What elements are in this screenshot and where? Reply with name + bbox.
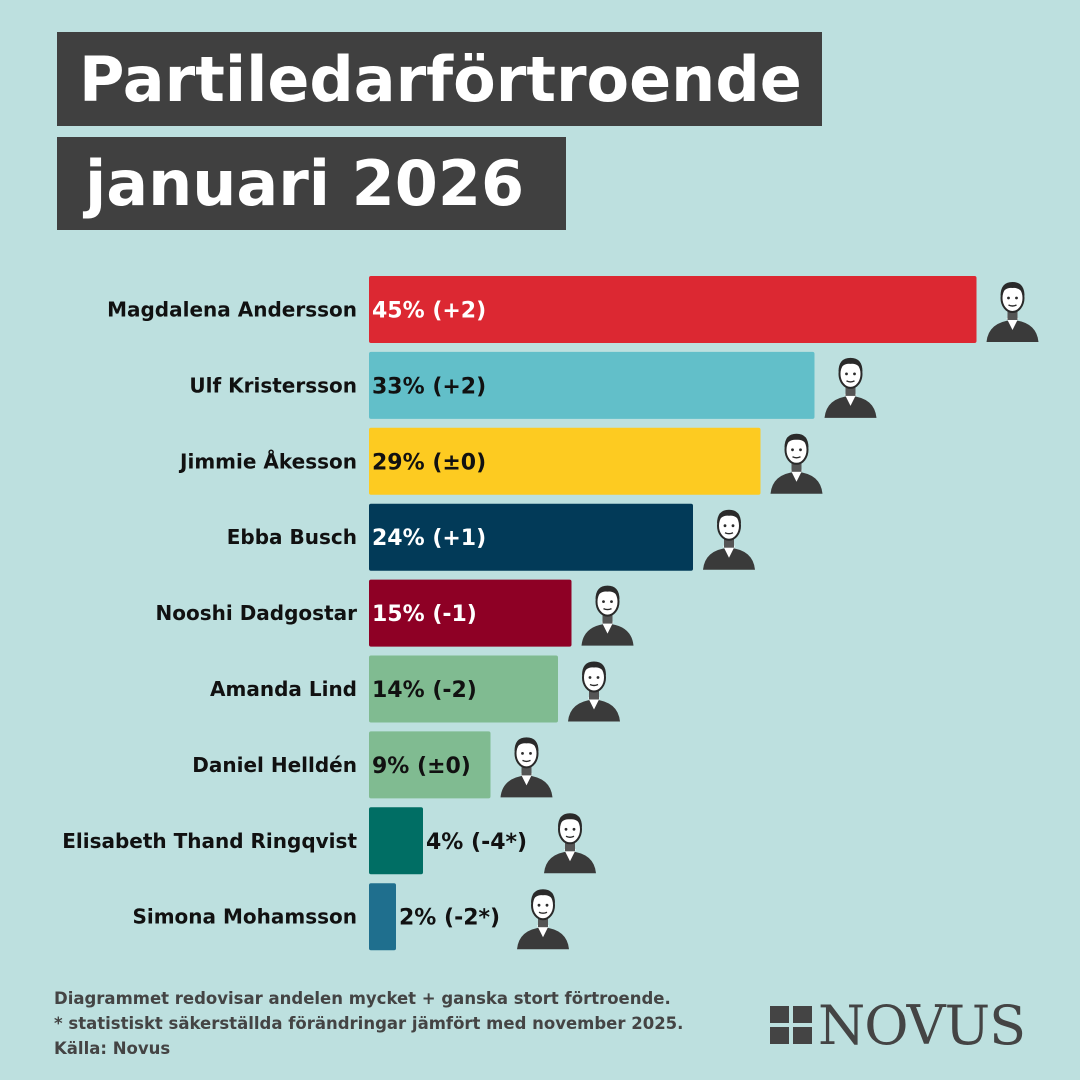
person-portrait-icon (500, 737, 553, 798)
bar (369, 427, 761, 495)
bar-chart: Magdalena Andersson 45% (+2) Ulf Kristerss… (62, 276, 1039, 951)
category-label: Jimmie Åkesson (178, 449, 357, 473)
category-label: Amanda Lind (210, 677, 357, 701)
bar (369, 579, 572, 647)
person-portrait-icon (824, 357, 877, 418)
bar (369, 503, 693, 571)
category-label: Ulf Kristersson (189, 373, 357, 397)
person-portrait-icon (986, 282, 1039, 342)
value-label: 15% (-1) (372, 602, 477, 627)
category-label: Ebba Busch (227, 525, 357, 549)
value-label: 9% (±0) (372, 754, 471, 779)
category-label: Simona Mohamsson (132, 905, 357, 929)
bar (369, 883, 396, 951)
category-label: Daniel Helldén (192, 753, 357, 777)
logo-wordmark: NOVUS (818, 1000, 1025, 1050)
person-portrait-icon (703, 509, 755, 570)
person-portrait-icon (581, 585, 634, 646)
novus-cross-logo-icon (770, 1006, 812, 1044)
footnote-block: Diagrammet redovisar andelen mycket + ga… (54, 986, 683, 1061)
footnote-line: * statistiskt säkerställda förändringar … (54, 1014, 684, 1033)
category-label: Magdalena Andersson (107, 298, 357, 322)
footnote-line: Källa: Novus (54, 1039, 171, 1058)
chart-title-line-1: Partiledarförtroende (57, 32, 822, 126)
category-label: Elisabeth Thand Ringqvist (62, 829, 357, 853)
bar (369, 807, 423, 875)
bar (369, 731, 491, 799)
value-label: 29% (±0) (372, 450, 486, 475)
person-portrait-icon (544, 813, 596, 874)
value-label: 45% (+2) (372, 299, 486, 324)
bar (369, 655, 558, 723)
person-portrait-icon (517, 889, 569, 950)
novus-logo: NOVUS (770, 1000, 1026, 1050)
value-label: 33% (+2) (372, 374, 486, 399)
bar (369, 351, 815, 419)
footnote-line: Diagrammet redovisar andelen mycket + ga… (54, 989, 671, 1008)
value-label: 14% (-2) (372, 678, 477, 703)
person-portrait-icon (568, 661, 620, 722)
chart-title-line-2: januari 2026 (57, 137, 566, 230)
category-label: Nooshi Dadgostar (156, 601, 358, 625)
person-portrait-icon (770, 433, 823, 494)
bar (369, 276, 977, 343)
value-label: 2% (-2*) (399, 906, 500, 931)
value-label: 4% (-4*) (426, 830, 527, 855)
value-label: 24% (+1) (372, 526, 486, 551)
